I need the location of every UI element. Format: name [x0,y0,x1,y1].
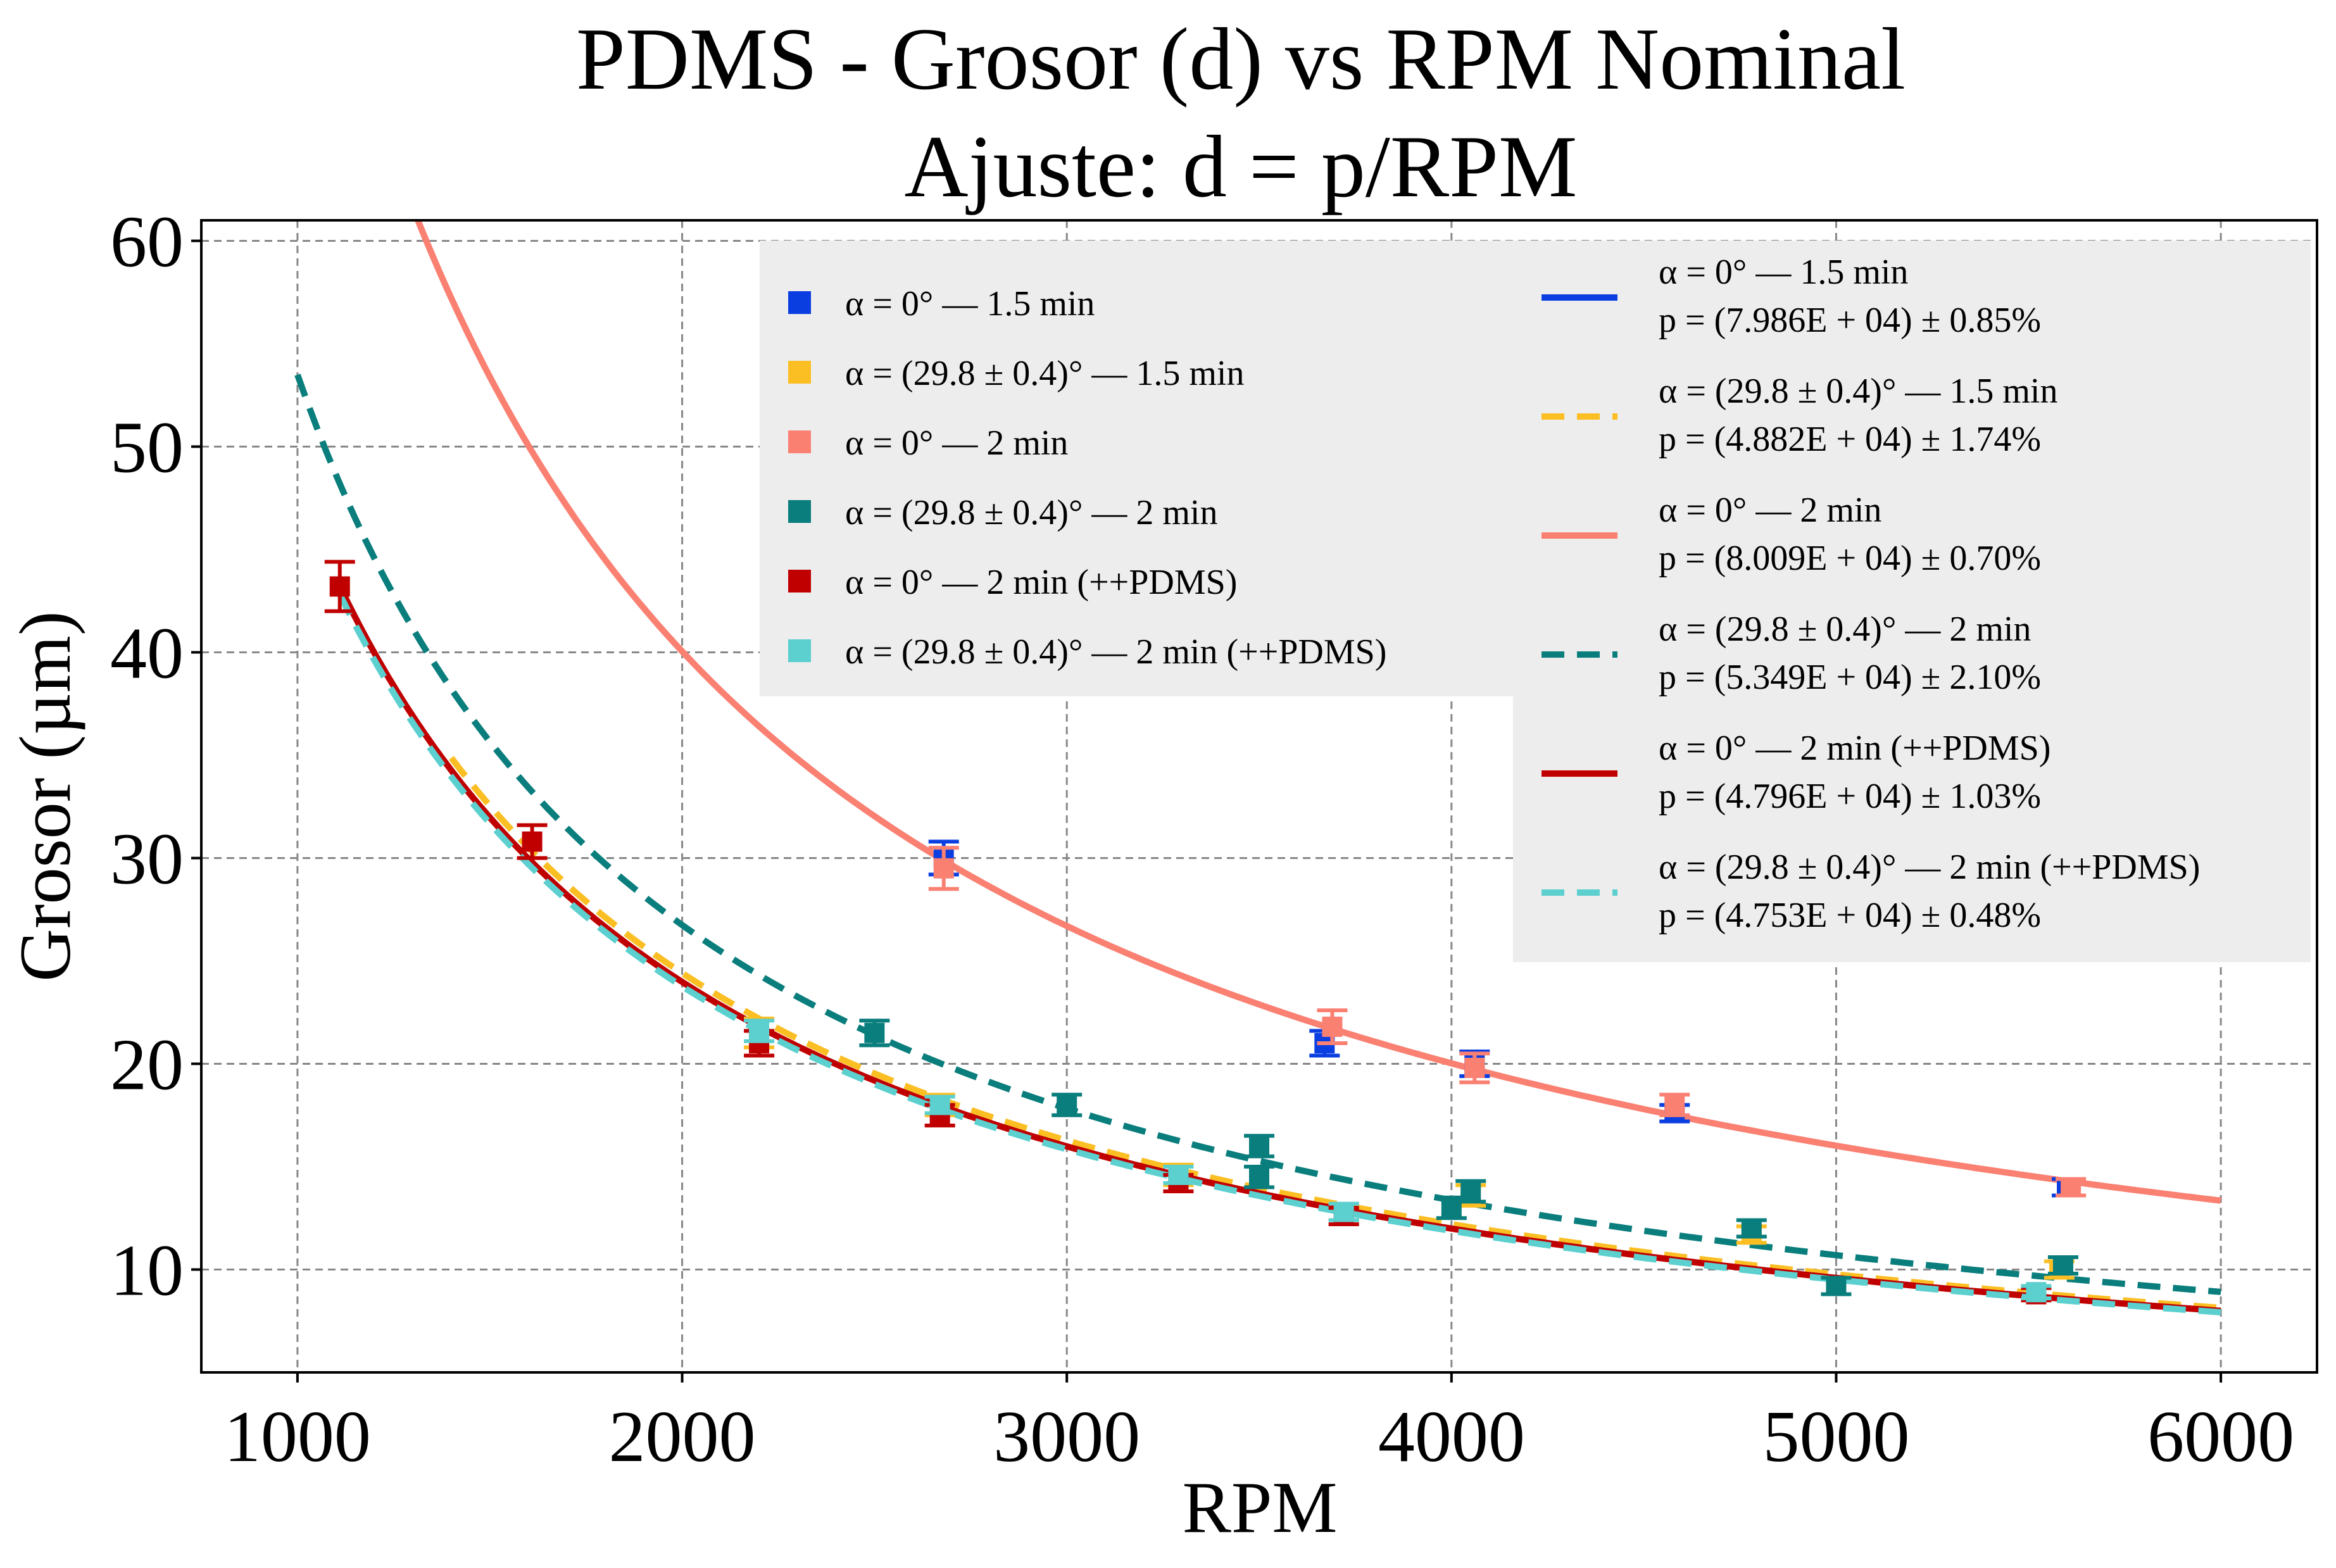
data-point [1052,1093,1083,1117]
legend-point-label: α = (29.8 ± 0.4)° — 1.5 min [845,354,1244,393]
legend-fit-label: α = (29.8 ± 0.4)° — 1.5 min [1659,372,2057,411]
legend-points: α = 0° — 1.5 min α = (29.8 ± 0.4)° — 1.5 … [760,241,1519,696]
data-point [2056,1177,2087,1198]
x-tick-label: 4000 [1378,1396,1525,1477]
point-marker [1249,1136,1269,1157]
y-tick-label: 60 [110,202,184,283]
point-marker [2061,1177,2082,1198]
data-points-layer [324,560,2087,1305]
legend-fit-parameter: p = (4.796E + 04) ± 1.03% [1659,777,2041,816]
y-axis-label: Grosor (µm) [5,611,86,982]
point-marker [929,1094,950,1115]
y-tick-label: 50 [110,408,184,489]
point-marker [1249,1167,1269,1188]
y-tick-label: 20 [110,1025,184,1106]
data-point [744,1019,775,1043]
point-marker [1460,1181,1481,1201]
data-point [859,1019,890,1048]
point-marker [1322,1017,1343,1037]
legend-fit-parameter: p = (8.009E + 04) ± 0.70% [1659,539,2041,578]
data-point [1459,1051,1490,1084]
x-tick-label: 2000 [609,1396,756,1477]
legend-point-label: α = 0° — 2 min [845,423,1068,463]
legend-point-swatch [788,291,811,314]
legend-fit-label: α = (29.8 ± 0.4)° — 2 min (++PDMS) [1659,848,2200,887]
y-tick-label: 30 [110,819,184,900]
legend-points-background [760,241,1519,696]
legend-fits: α = 0° — 1.5 min p = (7.986E + 04) ± 0.85… [1513,241,2311,962]
legend-point-swatch [788,570,811,593]
fit-curve [414,220,2221,1204]
plot-frame [200,219,2318,1374]
chart-title-line2: Ajuste: d = p/RPM [905,118,1578,216]
legend-point-label: α = (29.8 ± 0.4)° — 2 min [845,493,1217,532]
legend-fit-label: α = 0° — 1.5 min [1659,253,1908,292]
legend-fit-label: α = 0° — 2 min [1659,491,1881,530]
data-point [517,823,548,860]
legend-point-swatch [788,639,811,662]
data-point [2047,1255,2078,1276]
point-marker [2052,1255,2073,1276]
legend-point-swatch [788,361,811,384]
fit-curve [337,585,2221,1314]
point-marker [749,1020,770,1041]
point-marker [1741,1218,1762,1239]
data-point [1317,1008,1348,1045]
data-point [1821,1276,1852,1296]
legend-fit-parameter: p = (4.753E + 04) ± 0.48% [1659,896,2041,935]
data-point [1736,1218,1767,1239]
data-point [1244,1165,1274,1189]
legend-fit-parameter: p = (4.882E + 04) ± 1.74% [1659,420,2041,459]
point-marker [864,1022,885,1043]
data-point [1244,1134,1274,1158]
data-point [1163,1165,1194,1185]
legend-fit-label: α = (29.8 ± 0.4)° — 2 min [1659,610,2031,649]
chart-title-line1: PDMS - Grosor (d) vs RPM Nominal [576,10,1906,108]
fit-curve [294,373,2221,1295]
x-tick-label: 1000 [224,1396,371,1477]
y-tick-label: 10 [110,1231,184,1312]
point-marker [933,858,954,879]
point-marker [1464,1058,1485,1078]
tick-layer: 1000 2000 3000 4000 5000 6000 10 20 30 40 50 60 [110,202,2294,1478]
data-point [924,1094,955,1115]
legend-fits-background [1513,241,2311,962]
x-axis-label: RPM [1182,1467,1337,1548]
point-marker [1057,1094,1077,1115]
legend-fit-parameter: p = (7.986E + 04) ± 0.85% [1659,301,2041,340]
point-marker [522,831,543,852]
x-tick-label: 3000 [993,1396,1140,1477]
data-point [1659,1093,1690,1117]
point-marker [1333,1201,1354,1222]
legend-point-swatch [788,500,811,523]
data-point [928,846,959,891]
point-marker [2026,1282,2047,1303]
data-point [2021,1282,2052,1303]
point-marker [1664,1094,1685,1115]
legend-point-label: α = 0° — 2 min (++PDMS) [845,563,1237,602]
data-point [1328,1201,1359,1222]
legend-fit-parameter: p = (5.349E + 04) ± 2.10% [1659,658,2041,697]
data-point [1455,1179,1486,1204]
data-point [324,560,355,613]
point-marker [1826,1276,1847,1296]
point-marker [1168,1165,1189,1185]
point-marker [329,576,350,597]
x-tick-label: 6000 [2147,1396,2294,1477]
legend-fit-label: α = 0° — 2 min (++PDMS) [1659,729,2050,768]
legend-point-label: α = (29.8 ± 0.4)° — 2 min (++PDMS) [845,632,1386,672]
legend-point-label: α = 0° — 1.5 min [845,284,1095,323]
y-tick-label: 40 [110,613,184,694]
x-tick-label: 5000 [1762,1396,1909,1477]
legend-point-swatch [788,430,811,453]
